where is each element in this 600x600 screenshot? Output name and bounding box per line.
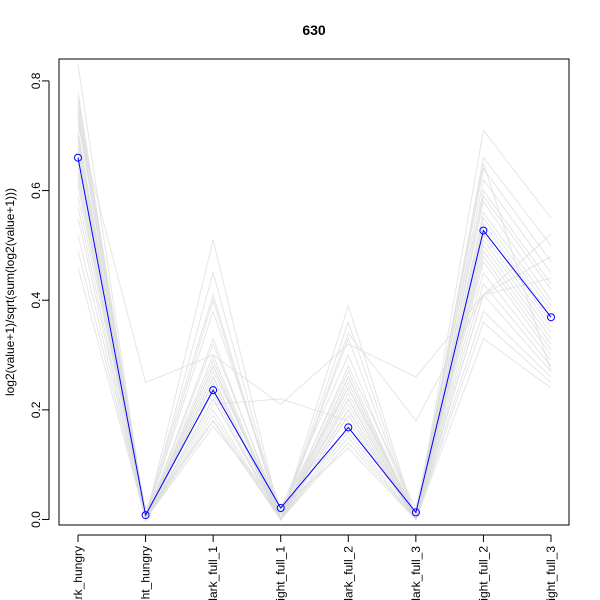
highlight-point-light_full_3 xyxy=(547,313,555,322)
background-series-line-17 xyxy=(77,185,552,521)
plot-frame xyxy=(58,58,570,526)
highlight-series-line xyxy=(77,157,552,517)
highlight-point-dark_full_1 xyxy=(209,386,218,395)
highlight-point-light_full_2 xyxy=(479,226,488,235)
x-tick-label-light_full_1: light_full_1 xyxy=(274,546,288,600)
background-series-line-6 xyxy=(77,124,552,406)
x-tick-label-dark_hungry: dark_hungry xyxy=(71,546,85,600)
background-series-line-0 xyxy=(77,64,552,522)
highlight-point-dark_full_2 xyxy=(344,423,353,432)
chart-title: 630 xyxy=(302,22,326,38)
y-tick-label: 0.4 xyxy=(29,292,43,309)
x-tick-label-light_hungry: light_hungry xyxy=(139,546,153,600)
background-series-line-3 xyxy=(77,108,552,522)
background-series-line-22 xyxy=(77,250,552,522)
background-series-line-2 xyxy=(77,102,552,522)
highlight-series-group xyxy=(74,153,555,520)
highlight-point-light_full_1 xyxy=(276,504,285,512)
background-series-line-25 xyxy=(77,113,552,521)
highlight-point-light_hungry xyxy=(141,511,150,520)
y-tick-label: 0.6 xyxy=(29,182,43,199)
highlight-point-dark_full_3 xyxy=(411,508,420,517)
x-tick-label-dark_full_1: dark_full_1 xyxy=(206,546,220,600)
background-series-line-19 xyxy=(77,206,552,521)
y-tick-label: 0.8 xyxy=(29,72,43,89)
y-axis-label: log2(value+1)/sqrt(sum(log2(value+1))) xyxy=(3,188,17,396)
background-series-line-24 xyxy=(77,97,552,522)
background-series-line-26 xyxy=(77,135,552,522)
x-axis: dark_hungry light_hungry dark_full_1 light_… xyxy=(71,534,558,600)
x-tick-label-dark_full_2: dark_full_2 xyxy=(341,546,355,600)
background-series-line-13 xyxy=(77,163,552,521)
y-tick-label: 0.2 xyxy=(29,401,43,418)
x-tick-label-light_full_3: light_full_3 xyxy=(544,546,558,600)
x-tick-label-light_full_2: light_full_2 xyxy=(476,546,490,600)
highlight-point-dark_hungry xyxy=(74,153,82,162)
y-axis: 0.0 0.2 0.4 0.6 0.8 xyxy=(29,72,50,528)
x-tick-label-dark_full_3: dark_full_3 xyxy=(409,546,423,600)
background-series-line-21 xyxy=(77,234,552,522)
background-series-group xyxy=(77,64,552,522)
y-tick-label: 0.0 xyxy=(29,511,43,528)
